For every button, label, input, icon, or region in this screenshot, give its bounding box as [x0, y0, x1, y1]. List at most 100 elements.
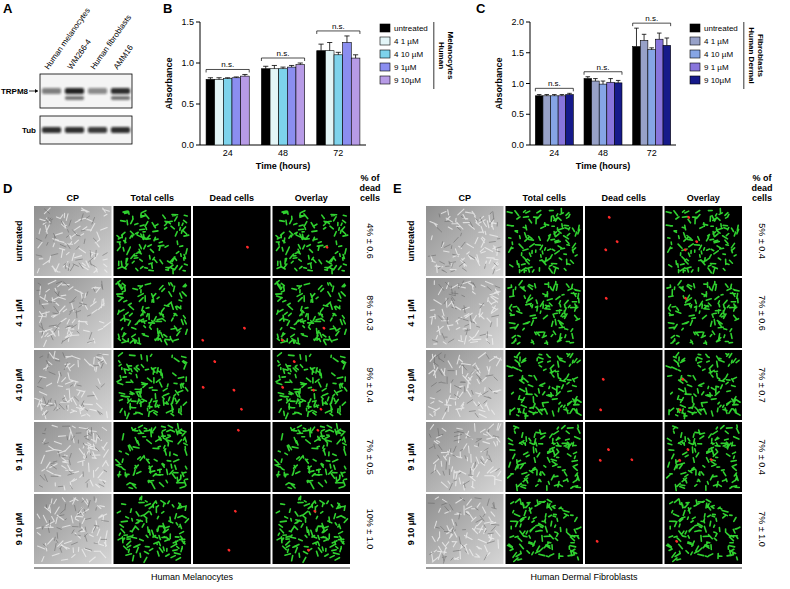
legend-label: 9 10µM: [394, 76, 421, 85]
cell-texture: [429, 429, 499, 490]
text-line: % of: [753, 173, 773, 183]
error-bar: [327, 43, 332, 51]
fluorescence-image: [193, 278, 271, 348]
legend-label: untreated: [394, 24, 428, 33]
cell-texture: [428, 353, 501, 419]
error-bar: [601, 81, 606, 84]
bar: [317, 51, 326, 145]
cell-texture: [37, 353, 104, 416]
y-tick-label: 0.5: [511, 109, 524, 119]
bracket: [206, 69, 249, 72]
live-cells: [275, 281, 346, 345]
error-bar: [225, 77, 230, 79]
phase-contrast-image: [426, 350, 504, 420]
fluorescence-image: [193, 350, 271, 420]
error-bar: [593, 79, 598, 81]
phase-contrast-image: [34, 422, 112, 492]
band: [111, 88, 130, 94]
band: [42, 88, 61, 94]
bar: [599, 84, 607, 145]
bracket: [535, 88, 573, 91]
error-bar: [586, 77, 591, 79]
legend-swatch: [380, 63, 390, 71]
error-bar: [263, 66, 268, 68]
legend-swatch: [380, 50, 390, 58]
y-tick-label: 1.5: [511, 48, 524, 58]
x-axis-title: Time (hours): [576, 161, 630, 171]
text-line: Human: [437, 42, 446, 69]
micrograph-panel: CPTotal cellsDead cellsOverlay% ofdeadce…: [14, 173, 381, 582]
dead-cells: [316, 429, 319, 432]
live-cells: [666, 209, 738, 274]
bars: [535, 28, 670, 145]
column-header: Dead cells: [601, 193, 646, 203]
text-line: % of: [361, 173, 381, 183]
y-tick-label: 2.0: [511, 17, 524, 27]
annotation: n.s.: [597, 63, 610, 72]
dead-cells: [308, 511, 315, 550]
bar: [334, 55, 343, 145]
dead-cells: [282, 328, 324, 341]
fluorescence-image: [506, 422, 584, 492]
annotation: n.s.: [221, 60, 234, 69]
western-blot: Human melanocytesWM266-4Human fibroblast…: [1, 6, 135, 144]
live-cells: [667, 425, 740, 490]
fluorescence-image: [506, 278, 584, 348]
fluorescence-image: [665, 206, 743, 276]
y-tick: [526, 83, 530, 84]
bar: [584, 79, 592, 145]
subtitle: Human DermalFibroblasts: [747, 27, 765, 83]
live-cells: [276, 211, 348, 274]
error-bar: [552, 95, 557, 96]
row-label: untreated: [406, 220, 416, 261]
error-bar: [657, 33, 662, 39]
error-bar: [298, 63, 303, 65]
bar: [325, 51, 334, 145]
bar: [270, 69, 279, 145]
bar: [232, 78, 241, 145]
blot-frame: [40, 74, 132, 108]
error-bar: [608, 79, 613, 83]
dead-cell-percent: 7% ± 0.4: [757, 439, 767, 474]
legend-swatch: [690, 24, 700, 32]
fluorescence-image: [193, 494, 271, 564]
error-bar: [567, 93, 572, 94]
band: [65, 88, 84, 94]
dead-cells: [680, 379, 683, 410]
bracket: [261, 58, 304, 61]
text-line: dead: [359, 183, 380, 193]
dead-cell-percent: 8% ± 0.3: [365, 295, 375, 330]
x-tick-label: 48: [598, 148, 608, 158]
dead-cells: [229, 511, 236, 550]
legend-swatch: [690, 63, 700, 71]
fluorescence-image: [273, 206, 351, 276]
live-cells: [667, 281, 739, 345]
bar-chart: 0.00.51.01.524n.s.48n.s.72n.s.Time (hour…: [164, 17, 455, 171]
panel-letter: D: [3, 181, 12, 196]
error-bar: [216, 78, 221, 80]
column-header: Total cells: [131, 193, 174, 203]
row-label: 4 1 µM: [406, 299, 416, 327]
bar: [648, 50, 656, 145]
cell-texture: [37, 281, 103, 343]
dead-cells: [237, 429, 240, 432]
dead-cell-percent: 7% ± 1.0: [757, 511, 767, 546]
blot-frame: [40, 116, 132, 144]
cell-texture: [432, 281, 499, 344]
fluorescence-image: [273, 494, 351, 564]
dead-cells: [326, 246, 329, 249]
row-label: untreated: [14, 220, 24, 261]
fluorescence-image: [585, 494, 663, 564]
y-tick-label: 1.5: [181, 17, 194, 27]
x-tick-label: 24: [223, 148, 233, 158]
error-bar: [649, 48, 654, 50]
live-cells: [508, 281, 580, 345]
error-bar: [353, 55, 358, 58]
fluorescence-image: [506, 494, 584, 564]
text-line: cells: [360, 193, 380, 203]
dead-cells: [600, 449, 632, 460]
bar: [535, 96, 543, 145]
fluorescence-image: [114, 206, 192, 276]
y-tick: [526, 145, 530, 146]
fluorescence-image: [273, 350, 351, 420]
